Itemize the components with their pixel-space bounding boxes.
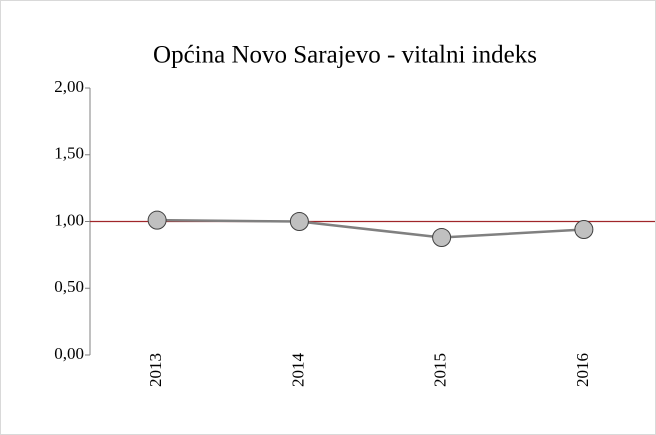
marker: [147, 210, 167, 230]
y-tick-label: 0,50: [54, 277, 84, 296]
chart-title: Općina Novo Sarajevo - vitalni indeks: [153, 42, 537, 69]
y-tick-label: 0,00: [54, 344, 84, 363]
marker: [432, 228, 452, 248]
marker: [574, 220, 594, 240]
y-tick-label: 1,00: [54, 210, 84, 229]
y-tick-label: 1,50: [54, 144, 84, 163]
line: [157, 218, 584, 239]
marker: [289, 212, 309, 231]
x-tick-label: 2014: [288, 353, 307, 388]
y-tick-label: 2,00: [54, 77, 84, 96]
x-tick-label: 2013: [146, 353, 165, 387]
x-tick-label: 2016: [573, 353, 592, 387]
x-tick-label: 2015: [431, 353, 450, 387]
